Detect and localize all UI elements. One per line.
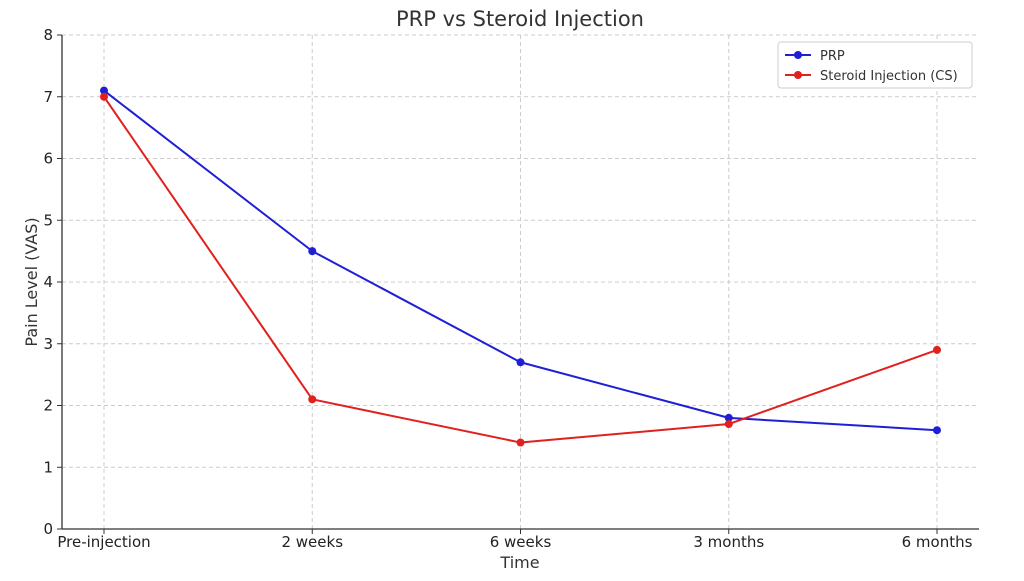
data-point — [724, 413, 733, 422]
legend-label: PRP — [820, 49, 845, 64]
data-point — [933, 426, 941, 435]
data-point — [100, 86, 108, 95]
legend-swatch-marker — [794, 71, 802, 79]
x-tick-label: Pre-injection — [57, 533, 150, 551]
data-point — [516, 438, 525, 447]
grid — [62, 34, 979, 529]
y-tick-label: 8 — [43, 26, 53, 44]
series-lines — [100, 86, 941, 447]
y-axis-label: Pain Level (VAS) — [22, 217, 41, 346]
data-point — [100, 92, 108, 101]
y-tick-label: 7 — [43, 88, 53, 106]
y-axis-ticks: 0 1 2 3 4 5 6 7 8 — [43, 26, 62, 538]
data-point — [933, 345, 941, 354]
x-tick-label: 6 months — [902, 533, 973, 551]
data-point — [724, 420, 733, 429]
x-tick-label: 2 weeks — [281, 533, 343, 551]
y-tick-label: 4 — [43, 273, 53, 291]
legend-label: Steroid Injection (CS) — [820, 69, 958, 84]
chart-title: PRP vs Steroid Injection — [396, 7, 644, 31]
data-point — [308, 395, 317, 404]
y-tick-label: 3 — [43, 335, 53, 353]
y-tick-label: 5 — [43, 211, 53, 229]
y-tick-label: 2 — [43, 397, 53, 415]
x-tick-label: 3 months — [693, 533, 764, 551]
data-point — [308, 247, 317, 256]
legend-box — [777, 41, 973, 89]
y-tick-label: 1 — [43, 458, 53, 476]
x-axis-label: Time — [499, 553, 539, 572]
legend-swatch-marker — [794, 51, 802, 59]
legend: PRP Steroid Injection (CS) — [777, 41, 973, 89]
y-tick-label: 6 — [43, 150, 53, 168]
x-axis-ticks: Pre-injection 2 weeks 6 weeks 3 months 6 mon… — [57, 529, 973, 551]
data-point — [516, 358, 525, 367]
y-tick-label: 0 — [43, 520, 53, 538]
x-tick-label: 6 weeks — [490, 533, 552, 551]
